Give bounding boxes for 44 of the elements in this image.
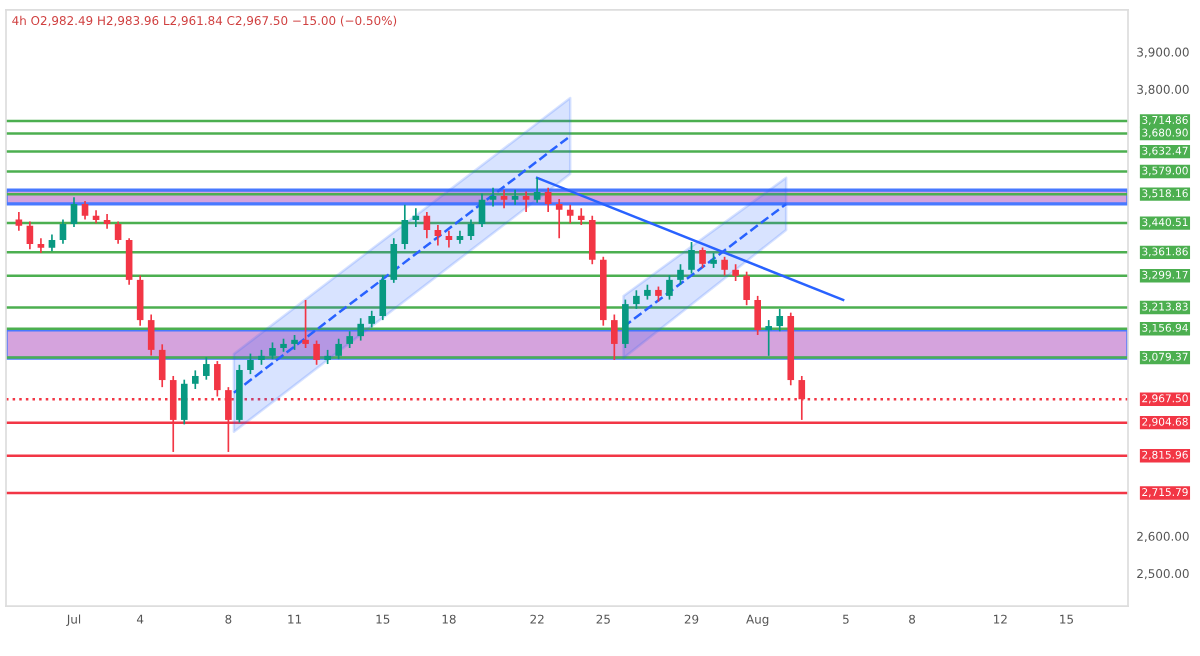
candlestick	[721, 255, 728, 277]
candlestick	[754, 295, 761, 336]
candlestick	[555, 198, 563, 239]
candlestick	[633, 289, 640, 310]
candlestick	[666, 274, 673, 301]
candlestick	[776, 308, 784, 333]
candlestick	[180, 378, 188, 426]
candlestick	[125, 237, 133, 286]
candlestick	[544, 187, 552, 213]
candlestick	[500, 188, 508, 210]
candlestick	[688, 241, 695, 275]
candlestick	[588, 214, 596, 266]
candlestick	[302, 299, 309, 349]
candlestick	[765, 319, 773, 357]
candlestick	[81, 200, 89, 221]
candlestick	[70, 196, 78, 228]
candlestick	[577, 207, 585, 226]
candlestick	[677, 263, 684, 286]
candlestick	[478, 192, 486, 228]
candlestick	[533, 176, 541, 204]
candlestick	[136, 274, 144, 327]
candlestick	[191, 369, 199, 390]
candlestick	[390, 237, 398, 284]
candlestick	[114, 220, 122, 245]
candlestick	[699, 246, 706, 269]
candlestick	[611, 313, 618, 361]
candlestick	[158, 343, 166, 388]
candlestick	[147, 313, 155, 357]
candlestick	[743, 270, 750, 307]
candlestick	[214, 360, 221, 398]
candlestick	[401, 203, 409, 251]
candlestick	[313, 339, 320, 366]
candlestick	[467, 218, 475, 241]
candlestick	[622, 298, 629, 349]
candlestick	[357, 317, 365, 342]
candlestick	[247, 352, 254, 375]
candlestick	[489, 187, 497, 208]
candlestick	[379, 274, 387, 321]
candlestick	[566, 203, 574, 225]
candlestick	[203, 356, 210, 381]
candlestick	[434, 224, 442, 247]
candlestick	[522, 190, 530, 213]
candlestick	[59, 218, 67, 245]
candlestick	[335, 337, 342, 361]
